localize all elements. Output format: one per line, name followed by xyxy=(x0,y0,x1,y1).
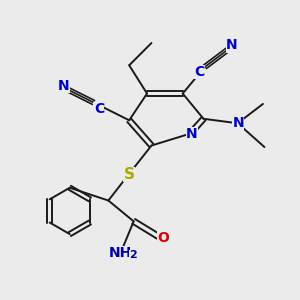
Text: NH: NH xyxy=(109,246,132,260)
Text: C: C xyxy=(94,102,104,116)
Text: N: N xyxy=(186,127,197,141)
Text: N: N xyxy=(226,38,238,52)
Text: S: S xyxy=(124,167,135,182)
Text: N: N xyxy=(232,116,244,130)
Text: 2: 2 xyxy=(129,250,136,260)
Text: O: O xyxy=(157,231,169,245)
Text: N: N xyxy=(58,79,70,93)
Text: C: C xyxy=(194,65,205,79)
